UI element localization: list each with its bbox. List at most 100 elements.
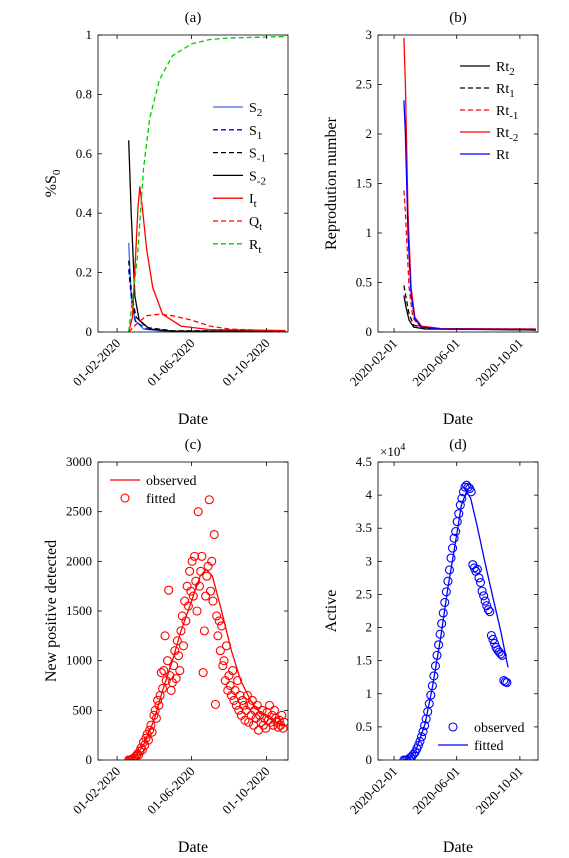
data-point [237, 695, 248, 705]
svg-text:Rt-2: Rt-2 [496, 126, 518, 144]
data-point [143, 735, 153, 745]
data-point [229, 695, 239, 705]
data-point [169, 661, 179, 671]
data-point [160, 631, 170, 641]
plot-area [403, 37, 536, 331]
data-point [252, 700, 262, 710]
x-tick-label: 2020-02-01 [347, 764, 401, 818]
data-point [472, 564, 482, 574]
panel-b: 0 0.5 1 1.5 2 2.5 3 2020-02-01 2020-06-01 2020-10… [323, 10, 539, 428]
x-tick-label: 2020-06-01 [409, 336, 463, 390]
y-tick-label: 0.6 [76, 146, 93, 161]
y-tick-label: 3 [366, 553, 373, 568]
y-tick-label: 0.4 [76, 205, 93, 220]
axes-box [97, 34, 289, 333]
data-point [205, 586, 216, 596]
data-point [265, 700, 275, 710]
data-point [242, 690, 252, 700]
data-point [164, 585, 174, 595]
series-line-4 [128, 186, 286, 332]
data-point [477, 586, 487, 596]
data-point [181, 616, 191, 626]
legend-item: Rt2 [460, 60, 515, 78]
y-tick-label: 0 [86, 324, 93, 339]
y-tick-label: 1000 [66, 653, 92, 668]
svg-text:fitted: fitted [146, 492, 176, 507]
data-point [486, 630, 496, 641]
data-point [404, 754, 414, 760]
panel-c: 0 500 1000 1500 2000 2500 3000 01-02-2020 01-06-… [43, 437, 289, 856]
svg-text:S2: S2 [249, 101, 262, 119]
legend-item: S2 [213, 101, 262, 119]
data-point [502, 677, 512, 688]
x-tick-label: 01-02-2020 [70, 336, 124, 390]
y-axis-label: New positive detected [43, 540, 60, 682]
data-point [171, 673, 181, 684]
series-line-0 [128, 568, 285, 760]
svg-text:S-2: S-2 [249, 169, 266, 187]
data-point [418, 726, 428, 737]
data-point [146, 720, 156, 730]
data-point [193, 507, 203, 517]
data-point [448, 543, 458, 553]
series-line-4 [403, 100, 536, 331]
legend-item: Rt-1 [460, 104, 518, 122]
data-point [154, 700, 164, 710]
legend: S2 S1 S-1 S-2 It Qt Rt [213, 101, 266, 256]
y-tick-label: 1.5 [356, 176, 372, 191]
series-line-3 [403, 37, 536, 330]
y-tick-label: 500 [73, 702, 93, 717]
data-point [186, 586, 196, 596]
legend-item: S-1 [213, 147, 266, 165]
x-tick-label: 2020-10-01 [472, 336, 526, 390]
panel-title: (b) [449, 10, 467, 26]
y-tick-label: 1500 [66, 603, 92, 618]
data-point [475, 577, 486, 588]
y-tick-label: 0.2 [76, 265, 92, 280]
axes-box [377, 34, 539, 333]
legend: observed fitted [110, 474, 197, 507]
data-point [198, 668, 208, 678]
series-line-1 [403, 285, 536, 331]
data-point [245, 700, 255, 710]
series-line-6 [128, 35, 286, 332]
legend-item: fitted [438, 739, 504, 754]
series-line-1 [128, 269, 286, 332]
series-line-2 [128, 260, 286, 332]
svg-text:observed: observed [146, 474, 197, 489]
y-tick-label: 0.5 [356, 719, 372, 734]
data-point [178, 641, 189, 651]
data-point [166, 685, 176, 696]
data-point [215, 646, 225, 656]
data-point [230, 685, 240, 696]
x-tick-label: 2020-06-01 [409, 764, 463, 818]
data-point [225, 680, 235, 691]
y-tick-label: 2.5 [356, 77, 372, 92]
data-point [228, 666, 238, 676]
data-point [451, 526, 461, 537]
series-line-3 [128, 140, 286, 332]
data-point [454, 509, 464, 519]
data-point [208, 596, 218, 606]
data-point [189, 551, 200, 561]
legend-item: It [213, 192, 257, 210]
data-point [409, 749, 419, 759]
x-tick-label: 2020-02-01 [347, 336, 401, 390]
y-tick-label: 1 [86, 27, 93, 42]
data-point [159, 666, 169, 676]
panel-d: 0 0.5 1 1.5 2 2.5 3 3.5 4 4.5 2020-02-01 2020-06-01… [323, 437, 539, 856]
y-tick-label: 3 [366, 27, 373, 42]
x-tick-label: 01-06-2020 [144, 336, 198, 390]
data-point [278, 723, 288, 733]
data-point [233, 675, 243, 686]
data-point [253, 725, 264, 735]
data-point [463, 482, 473, 492]
series-line-1 [403, 490, 509, 760]
data-point [221, 641, 232, 651]
y-multiplier: ×104 [380, 442, 405, 459]
data-point [219, 656, 229, 666]
data-point [460, 482, 470, 492]
svg-text:It: It [249, 192, 257, 210]
svg-text:Rt-1: Rt-1 [496, 104, 518, 122]
data-point [426, 690, 436, 700]
